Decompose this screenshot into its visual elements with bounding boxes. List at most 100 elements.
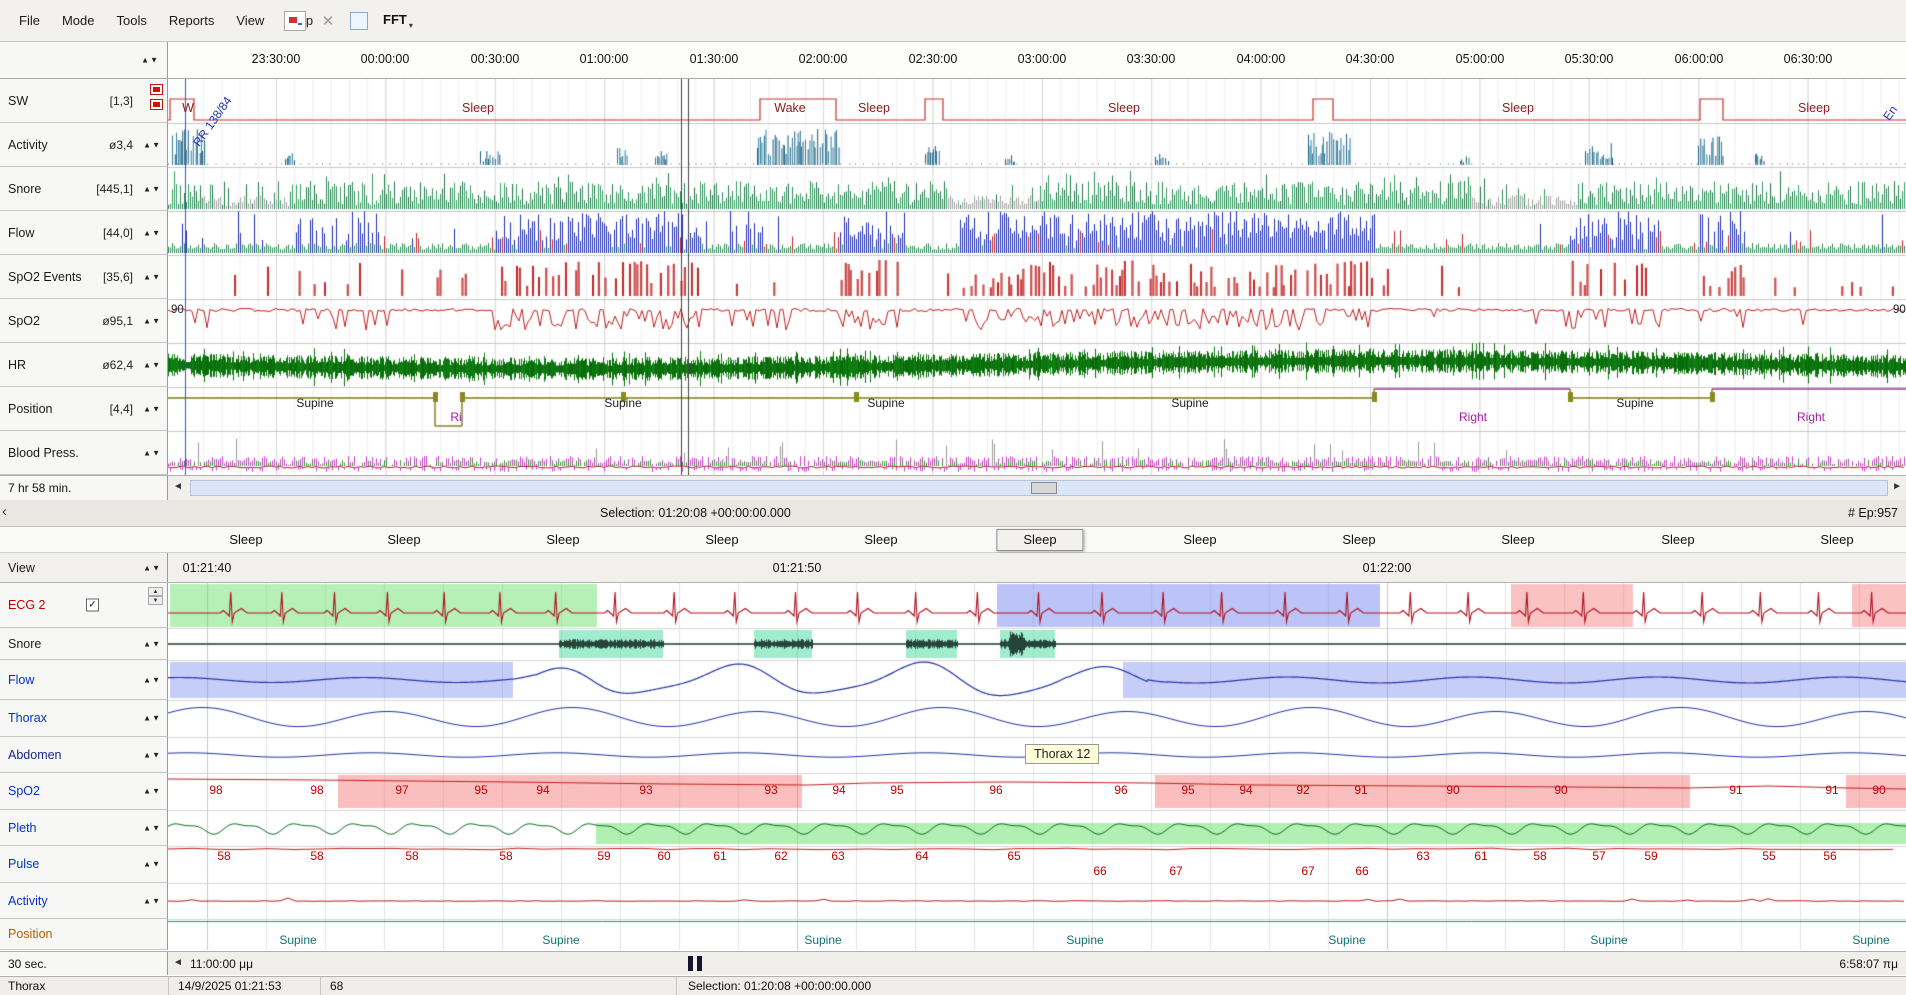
visibility-checkbox[interactable]: ✓ <box>86 598 99 612</box>
sleep-stage-epoch[interactable]: Sleep <box>705 532 739 547</box>
sleep-stage-epoch[interactable]: Sleep <box>864 532 898 547</box>
channel-row-sw[interactable]: SW [1,3] <box>0 79 168 123</box>
channel-label: SpO2 Events <box>8 269 82 284</box>
channel-row-spo2[interactable]: SpO2 ▲▼ <box>0 773 168 810</box>
detail-plot-canvas[interactable] <box>168 583 1906 950</box>
scale-arrows-icon[interactable]: ▲▼ <box>143 750 161 759</box>
channel-label: Activity <box>8 137 48 152</box>
sort-arrows-icon[interactable]: ▲▼ <box>141 55 159 65</box>
channel-label: HR <box>8 357 27 372</box>
detail-time-tick: 01:21:50 <box>772 561 822 575</box>
time-ruler[interactable]: ▲▼ 23:30:00 00:00:00 00:30:00 01:00:00 01:30… <box>0 42 1906 79</box>
scale-arrows-icon[interactable]: ▲▼ <box>143 713 161 723</box>
sleep-stage-epoch[interactable]: Sleep <box>1183 532 1217 547</box>
scale-arrows-icon[interactable]: ▲▼ <box>143 639 161 648</box>
window-icon[interactable] <box>350 11 368 30</box>
scale-arrows-icon[interactable]: ▲▼ <box>143 448 161 457</box>
channel-row-hr[interactable]: HR ø62,4 ▲▼ <box>0 343 168 387</box>
overview-scrollbar-thumb[interactable] <box>1031 482 1057 494</box>
ruler-tick: 03:00:00 <box>1017 52 1067 66</box>
sleep-stage-epoch[interactable]: Sleep <box>1661 532 1695 547</box>
channel-value: [35,6] <box>102 269 133 284</box>
scale-arrows-icon[interactable]: ▲▼ <box>143 140 161 149</box>
status-value: 68 <box>330 979 344 993</box>
scale-arrows-icon[interactable]: ▲▼ <box>143 360 161 369</box>
sleep-stage-epoch[interactable]: Sleep <box>546 532 580 547</box>
channel-row-position[interactable]: Position [4,4] ▲▼ <box>0 387 168 431</box>
channel-label: Flow <box>8 225 35 240</box>
delete-icon[interactable]: ✕ <box>321 12 335 30</box>
scale-spinner[interactable]: ▲ ▼ <box>148 587 163 605</box>
channel-row-snore[interactable]: Snore [445,1] ▲▼ <box>0 167 168 211</box>
channel-row-ecg-2[interactable]: ECG 2 ✓ ▲ ▼ <box>0 583 168 628</box>
channel-row-thorax[interactable]: Thorax ▲▼ <box>0 700 168 737</box>
channel-label: Snore <box>8 636 42 651</box>
sleep-stage-epoch[interactable]: Sleep <box>387 532 421 547</box>
sort-arrows-icon[interactable]: ▲▼ <box>143 563 161 572</box>
scale-arrows-icon[interactable]: ▲▼ <box>143 896 161 905</box>
scale-arrows-icon[interactable]: ▲▼ <box>143 404 161 413</box>
snapshot-icon[interactable] <box>284 10 306 31</box>
duration-cell: 7 hr 58 min. <box>0 476 168 500</box>
channel-row-activity[interactable]: Activity ▲▼ <box>0 883 168 919</box>
scale-arrows-icon[interactable]: ▲▼ <box>143 228 161 237</box>
channel-row-pulse[interactable]: Pulse ▲▼ <box>0 846 168 883</box>
channel-label: Blood Press. <box>8 445 79 460</box>
overview-scrollbar-track[interactable] <box>190 480 1888 496</box>
scale-arrows-icon[interactable]: ▲▼ <box>143 823 161 832</box>
pause-icon[interactable] <box>688 956 702 971</box>
scale-arrows-icon[interactable]: ▲▼ <box>143 272 161 281</box>
channel-label: Position <box>8 927 53 941</box>
channel-label: Pleth <box>8 820 37 835</box>
scale-arrows-icon[interactable]: ▲▼ <box>143 316 161 325</box>
status-divider <box>168 977 169 995</box>
spinner-down-icon[interactable]: ▼ <box>148 596 163 605</box>
channel-label: SpO2 <box>8 313 40 328</box>
channel-row-spo2-events[interactable]: SpO2 Events [35,6] ▲▼ <box>0 255 168 299</box>
detail-time-tick: 01:22:00 <box>1362 561 1412 575</box>
menu-item-mode[interactable]: Mode <box>61 13 95 28</box>
sleep-stage-epoch[interactable]: Sleep <box>1501 532 1535 547</box>
channel-row-flow[interactable]: Flow [44,0] ▲▼ <box>0 211 168 255</box>
channel-row-abdomen[interactable]: Abdomen ▲▼ <box>0 737 168 773</box>
scale-arrows-icon[interactable]: ▲▼ <box>143 786 161 796</box>
channel-row-activity[interactable]: Activity ø3,4 ▲▼ <box>0 123 168 167</box>
channel-row-position[interactable]: Position <box>0 919 168 950</box>
scale-arrows-icon[interactable]: ▲▼ <box>143 184 161 193</box>
menu-item-file[interactable]: File <box>19 13 40 28</box>
recording-start-time: 11:00:00 μμ <box>190 957 253 971</box>
scroll-left-icon[interactable]: ◄ <box>173 481 183 492</box>
sleep-stage-epoch[interactable]: Sleep <box>1820 532 1854 547</box>
ruler-tick: 01:30:00 <box>689 52 739 66</box>
sleep-stage-epoch[interactable]: Sleep <box>1342 532 1376 547</box>
ruler-tick: 03:30:00 <box>1126 52 1176 66</box>
sleep-stage-row: Sleep Sleep Sleep Sleep Sleep Sleep Sleep Sleep… <box>0 527 1906 553</box>
channel-value: [1,3] <box>109 93 133 108</box>
overview-plot-canvas[interactable] <box>168 79 1906 475</box>
menu-item-reports[interactable]: Reports <box>168 13 215 28</box>
event-marker-icon[interactable] <box>150 99 163 110</box>
spinner-up-icon[interactable]: ▲ <box>148 587 163 596</box>
event-marker-icon[interactable] <box>150 84 163 95</box>
channel-label: Pulse <box>8 857 40 871</box>
channel-row-pleth[interactable]: Pleth ▲▼ <box>0 810 168 846</box>
channel-row-spo2[interactable]: SpO2 ø95,1 ▲▼ <box>0 299 168 343</box>
scale-arrows-icon[interactable]: ▲▼ <box>143 675 161 684</box>
status-divider <box>676 977 677 995</box>
menu-item-view[interactable]: View <box>236 13 265 28</box>
scale-arrows-icon[interactable]: ▲▼ <box>143 859 161 869</box>
sleep-stage-epoch-selected[interactable]: Sleep <box>996 529 1084 551</box>
selection-text: Selection: 01:20:08 +00:00:00.000 <box>600 506 791 520</box>
menu-bar: FileModeToolsReportsViewHelp ✕ FFT ▾ <box>0 0 1906 42</box>
channel-row-flow[interactable]: Flow ▲▼ <box>0 660 168 700</box>
fft-button[interactable]: FFT ▾ <box>379 10 417 32</box>
scroll-left-icon[interactable]: ◄ <box>173 957 183 968</box>
channel-value: ø95,1 <box>102 313 133 328</box>
scroll-right-icon[interactable]: ► <box>1892 481 1902 492</box>
sleep-stage-epoch[interactable]: Sleep <box>229 532 263 547</box>
channel-row-blood-press[interactable]: Blood Press. ▲▼ <box>0 431 168 475</box>
channel-label: Snore <box>8 181 42 196</box>
menu-item-tools[interactable]: Tools <box>116 13 147 28</box>
collapse-panel-icon[interactable]: ‹ <box>2 503 7 520</box>
channel-row-snore[interactable]: Snore ▲▼ <box>0 628 168 660</box>
